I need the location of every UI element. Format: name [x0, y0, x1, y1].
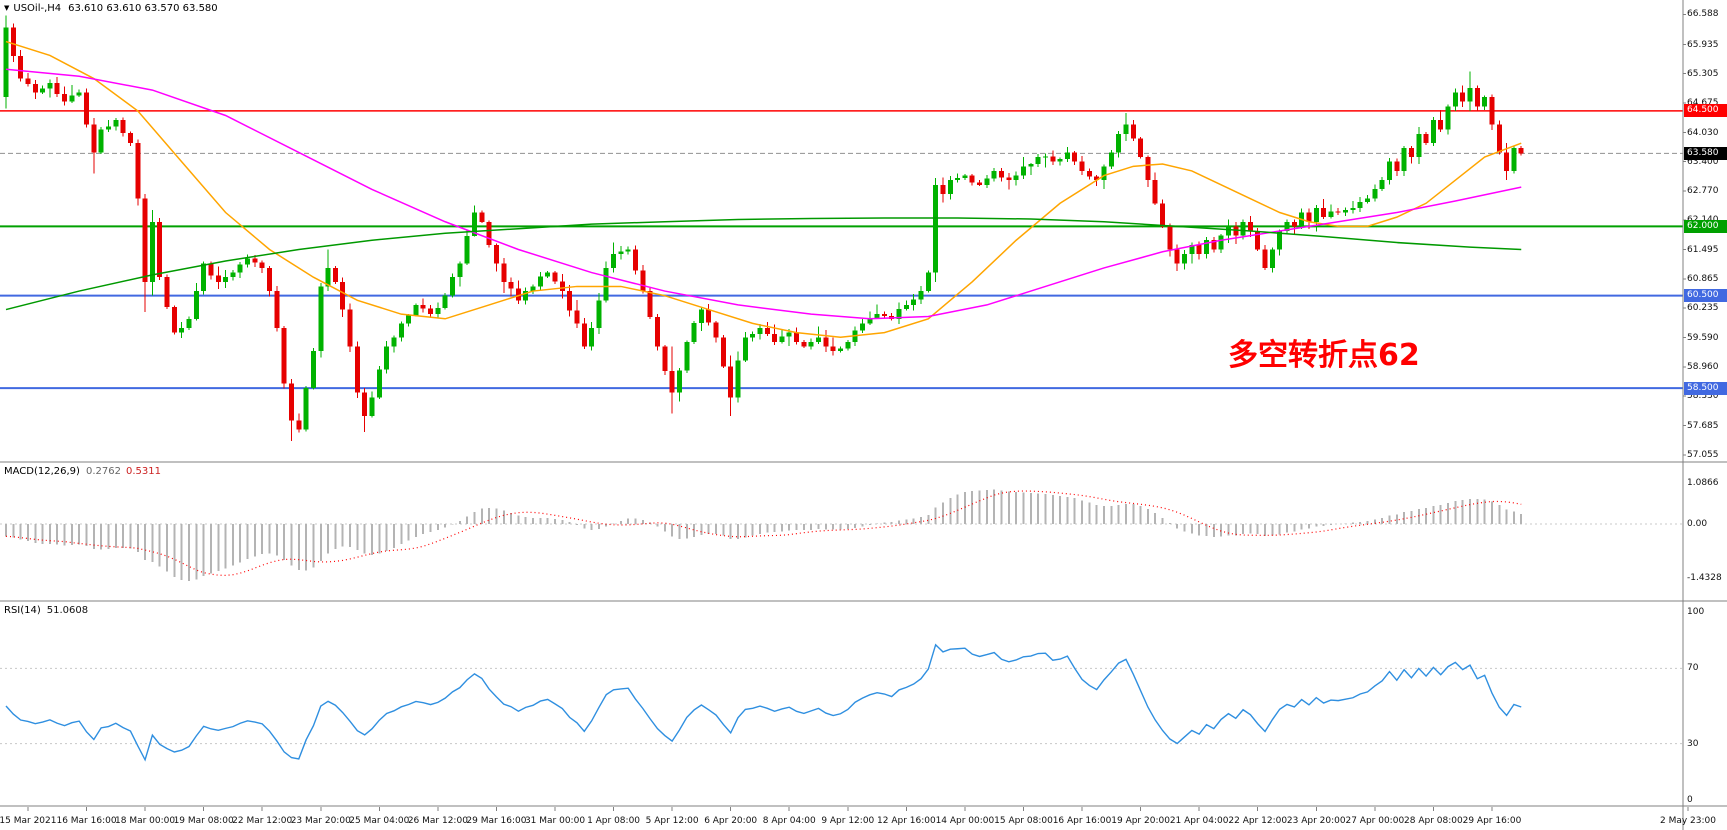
time-tick-label: 1 Apr 08:00: [587, 816, 641, 826]
time-tick-label: 22 Mar 12:00: [232, 816, 293, 826]
time-tick-label: 23 Apr 20:00: [1286, 816, 1346, 826]
time-tick-label: 31 Mar 00:00: [524, 816, 586, 826]
ma-magenta-line: [5, 68, 1522, 320]
price-tick-label: 57.685: [1687, 420, 1719, 431]
macd-main-value: 0.2762: [85, 466, 121, 477]
time-tick-label: 22 Apr 12:00: [1228, 816, 1288, 826]
price-tick-label: 65.305: [1687, 68, 1719, 79]
macd-name: MACD(12,26,9): [4, 466, 80, 477]
time-tick-label: 5 Apr 12:00: [645, 816, 699, 826]
time-tick-label: 9 Apr 12:00: [821, 816, 875, 826]
time-tick-label: 2 May 23:00: [1660, 816, 1716, 826]
price-tick-label: 60.865: [1687, 273, 1719, 284]
rsi-tick-label: 30: [1687, 738, 1699, 749]
time-tick-label: 27 Apr 00:00: [1345, 816, 1405, 826]
hline-badge: 60.500: [1684, 289, 1727, 303]
macd-tick-label: 1.0866: [1687, 477, 1719, 488]
hline-badge: 58.500: [1684, 381, 1727, 395]
price-tick-label: 64.675: [1687, 97, 1719, 108]
price-tick-label: 61.495: [1687, 244, 1719, 255]
last-price-badge: 63.580: [1684, 146, 1727, 160]
rsi-tick-label: 0: [1687, 795, 1693, 805]
macd-histogram: [5, 489, 1523, 582]
time-tick-label: 14 Apr 00:00: [935, 816, 995, 826]
price-tick-label: 58.330: [1687, 390, 1719, 401]
time-tick-label: 6 Apr 20:00: [704, 816, 758, 826]
macd-signal-value: 0.5311: [125, 466, 161, 477]
time-tick-label: 18 Mar 00:00: [115, 816, 176, 826]
rsi-value: 51.0608: [46, 605, 89, 616]
rsi-label: RSI(14) 51.0608: [4, 605, 88, 616]
price-tick-label: 63.400: [1687, 156, 1719, 167]
price-tick-label: 60.235: [1687, 302, 1719, 313]
rsi-line: [5, 643, 1522, 762]
time-tick-label: 29 Mar 16:00: [466, 816, 527, 826]
price-tick-label: 57.055: [1687, 449, 1719, 460]
time-tick-label: 8 Apr 04:00: [762, 816, 816, 826]
price-tick-label: 66.588: [1687, 9, 1719, 20]
hline-badge: 64.500: [1684, 104, 1727, 118]
chart-symbol-icon: ▼: [4, 4, 10, 12]
ma-green-line: [5, 217, 1522, 311]
price-tick-label: 65.935: [1687, 39, 1719, 50]
time-tick-label: 16 Apr 16:00: [1052, 816, 1112, 826]
price-tick-label: 59.590: [1687, 332, 1719, 343]
candles: [3, 15, 1524, 442]
hline-badge: 62.000: [1684, 219, 1727, 233]
time-tick-label: 26 Mar 12:00: [407, 816, 468, 826]
ma-gold-line: [5, 40, 1522, 339]
time-tick-label: 12 Apr 16:00: [877, 816, 936, 826]
chart-title: ▼ USOil-,H4 63.610 63.610 63.570 63.580: [4, 3, 218, 14]
macd-tick-label: -1.4328: [1687, 573, 1722, 584]
macd-label: MACD(12,26,9) 0.2762 0.5311: [4, 466, 161, 477]
annotation-text[interactable]: 多空转折点62: [1228, 338, 1420, 373]
price-tick-label: 64.030: [1687, 127, 1719, 138]
time-tick-label: 15 Apr 08:00: [994, 816, 1053, 826]
time-tick-label: 21 Apr 04:00: [1169, 816, 1229, 826]
symbol-timeframe-label: USOil-,H4: [13, 3, 62, 14]
rsi-tick-label: 100: [1687, 607, 1705, 617]
price-tick-label: 62.770: [1687, 185, 1719, 196]
time-tick-label: 25 Mar 04:00: [349, 816, 410, 826]
time-tick-label: 19 Mar 08:00: [173, 816, 234, 826]
macd-tick-label: 0.00: [1687, 519, 1708, 529]
price-tick-label: 58.960: [1687, 361, 1719, 372]
time-tick-label: 29 Apr 16:00: [1462, 816, 1522, 826]
rsi-tick-label: 70: [1687, 663, 1699, 674]
time-tick-label: 28 Apr 08:00: [1404, 816, 1463, 826]
time-tick-label: 15 Mar 2021: [0, 816, 57, 826]
time-tick-label: 19 Apr 20:00: [1111, 816, 1170, 826]
rsi-name: RSI(14): [4, 605, 41, 616]
time-tick-label: 16 Mar 16:00: [56, 816, 117, 826]
time-tick-label: 23 Mar 20:00: [290, 816, 351, 826]
macd-signal-line: [5, 490, 1522, 576]
horizontal-lines: [0, 110, 1683, 390]
ohlc-values: 63.610 63.610 63.570 63.580: [68, 3, 218, 14]
